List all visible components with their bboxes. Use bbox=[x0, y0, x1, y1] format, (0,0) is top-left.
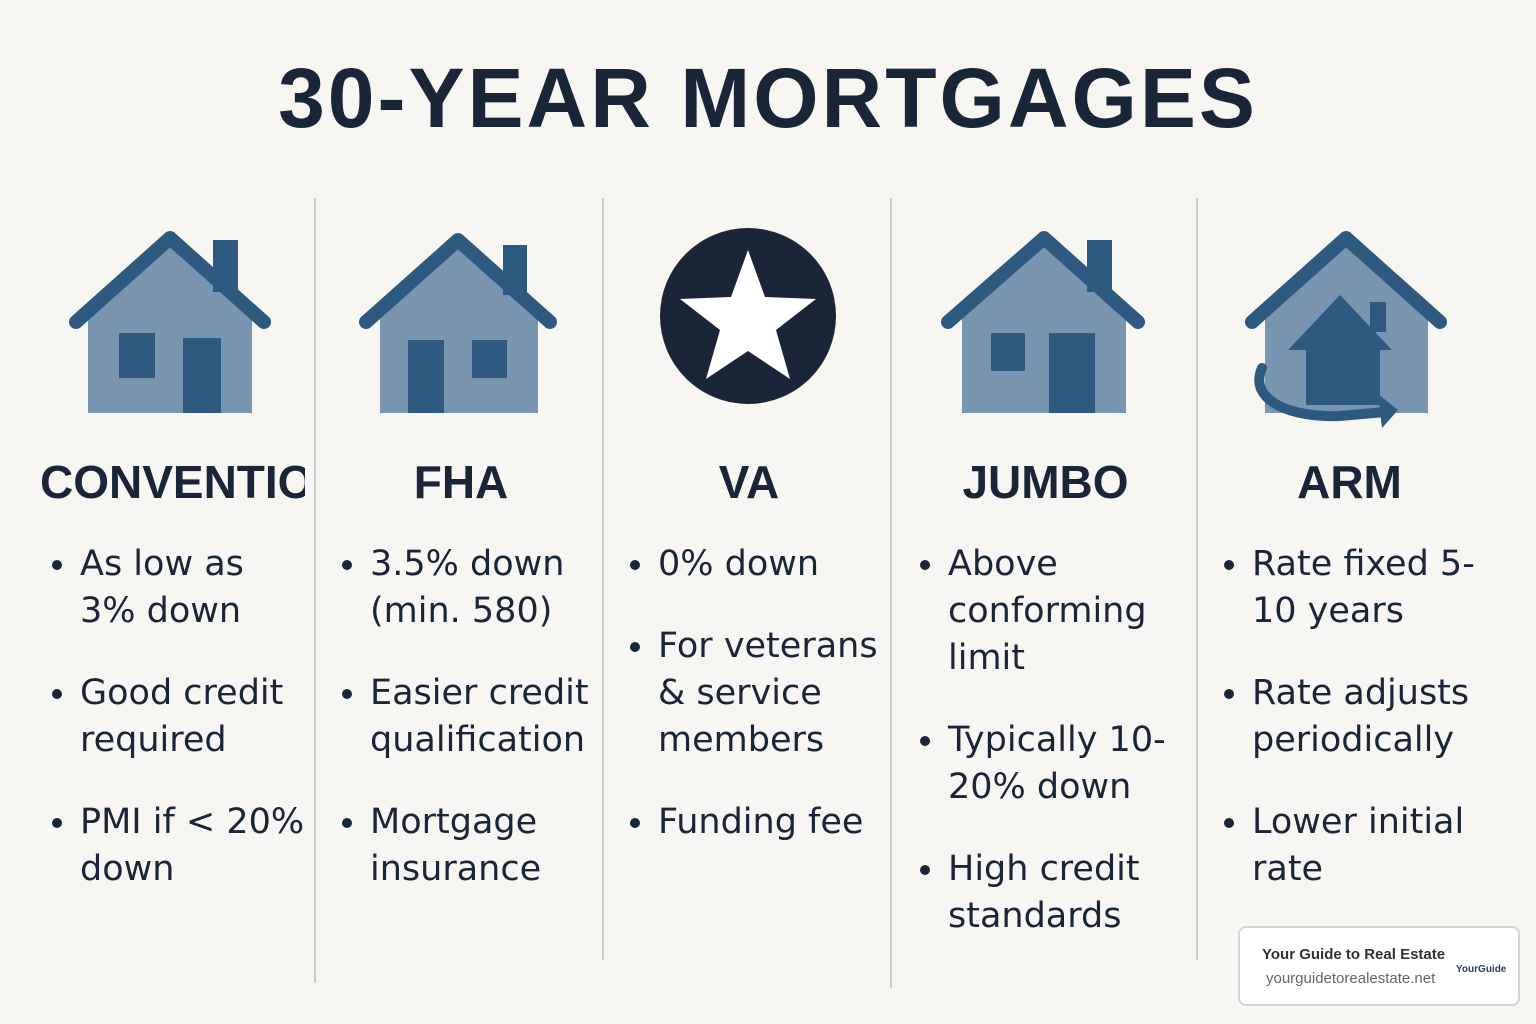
divider bbox=[602, 198, 604, 960]
bullet-item: Easier credit qualification bbox=[342, 670, 597, 764]
brand-url: yourguidetorealestate.net bbox=[1266, 970, 1436, 987]
bullet-item: High credit standards bbox=[920, 846, 1190, 940]
house-icon bbox=[941, 231, 1145, 413]
column-title: FHA bbox=[413, 456, 509, 508]
bullet-item: 0% down bbox=[630, 541, 885, 588]
bullet-item: As low as 3% down bbox=[52, 541, 307, 635]
bullet-item: Rate adjusts periodically bbox=[1224, 670, 1489, 764]
column-title: JUMBO bbox=[962, 456, 1129, 508]
bullet-item: Lower initial rate bbox=[1224, 799, 1489, 893]
bullet-item: Good credit required bbox=[52, 670, 307, 764]
bullet-item: 3.5% down (min. 580) bbox=[342, 541, 597, 635]
brand-name: Your Guide to Real Estate bbox=[1262, 946, 1446, 963]
brand-logo: YourGuide bbox=[1456, 964, 1507, 975]
bullet-item: Funding fee bbox=[630, 799, 885, 846]
icons bbox=[69, 228, 1447, 428]
column-title: VA bbox=[718, 456, 780, 508]
star-icon bbox=[660, 228, 836, 404]
bullet-item: Typically 10-20% down bbox=[920, 717, 1190, 811]
house-icon bbox=[359, 233, 557, 413]
brand-badge: Your Guide to Real Estate yourguidetorea… bbox=[1238, 926, 1520, 1006]
bullet-item: For veterans & service members bbox=[630, 623, 885, 764]
arm-icon bbox=[1245, 231, 1447, 428]
divider bbox=[314, 198, 316, 983]
bullet-list: 3.5% down (min. 580) Easier credit qualif… bbox=[342, 541, 597, 928]
bullet-list: 0% down For veterans & service members Fun… bbox=[630, 541, 885, 881]
divider bbox=[890, 198, 892, 988]
bullet-list: As low as 3% down Good credit required PMI… bbox=[52, 541, 307, 928]
house-icon bbox=[69, 231, 271, 413]
bullet-item: Rate fixed 5-10 years bbox=[1224, 541, 1489, 635]
bullet-item: Mortgage insurance bbox=[342, 799, 597, 893]
divider bbox=[1196, 198, 1198, 960]
bullet-item: PMI if < 20% down bbox=[52, 799, 307, 893]
bullet-item: Above conforming limit bbox=[920, 541, 1190, 682]
bullet-list: Above conforming limit Typically 10-20% d… bbox=[920, 541, 1190, 975]
page-title: 30-YEAR MORTGAGES bbox=[278, 51, 1258, 145]
column-title: ARM bbox=[1297, 456, 1402, 508]
column-title: CONVENTIONA bbox=[40, 456, 305, 508]
bullet-list: Rate fixed 5-10 years Rate adjusts period… bbox=[1224, 541, 1489, 928]
